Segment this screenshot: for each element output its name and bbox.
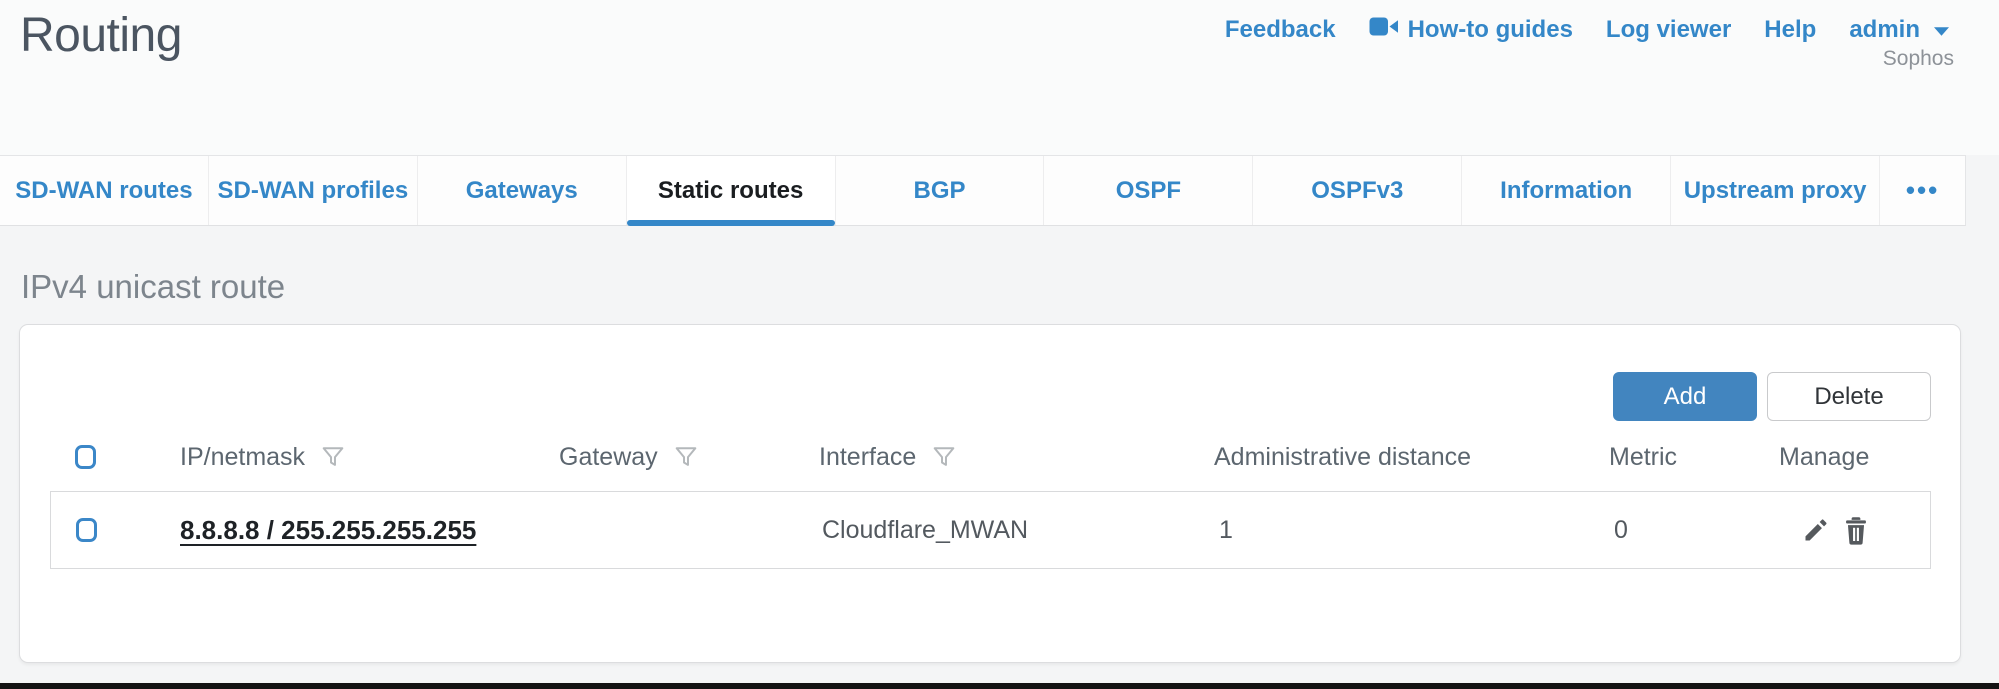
tab-sd-wan-profiles[interactable]: SD-WAN profiles — [208, 156, 418, 225]
more-tabs-button[interactable]: ••• — [1880, 156, 1966, 225]
select-all-checkbox[interactable] — [75, 445, 96, 469]
caret-down-icon — [1933, 16, 1950, 44]
col-administrative-distance: Administrative distance — [1214, 442, 1472, 471]
section-heading: IPv4 unicast route — [21, 268, 286, 305]
manage-cell — [1802, 492, 1869, 568]
select-all-checkbox-cell — [75, 429, 96, 485]
ip-netmask-cell: 8.8.8.8 / 255.255.255.255 — [180, 492, 476, 568]
tab-sd-wan-routes[interactable]: SD-WAN routes — [0, 156, 209, 225]
header-nav: Feedback How-to guides Log viewer Help a… — [1225, 16, 1950, 44]
col-gateway: Gateway — [559, 429, 700, 485]
tab-upstream-proxy[interactable]: Upstream proxy — [1671, 156, 1881, 225]
delete-button[interactable]: Delete — [1767, 372, 1931, 421]
metric-cell: 0 — [1614, 515, 1628, 544]
table-toolbar: Add Delete — [1613, 372, 1931, 421]
screen-bottom-edge — [0, 683, 1999, 689]
filter-icon[interactable] — [930, 443, 958, 471]
tab-ospfv3[interactable]: OSPFv3 — [1253, 156, 1463, 225]
edit-pencil-icon[interactable] — [1802, 516, 1830, 544]
video-camera-icon — [1369, 16, 1399, 44]
col-interface: Interface — [819, 429, 958, 485]
help-link[interactable]: Help — [1764, 16, 1817, 43]
table-header: IP/netmask Gateway Interface Administrat… — [20, 429, 1960, 485]
tab-ospf[interactable]: OSPF — [1044, 156, 1254, 225]
admin-menu[interactable]: admin — [1849, 16, 1950, 44]
tab-information[interactable]: Information — [1462, 156, 1672, 225]
delete-trash-icon[interactable] — [1843, 516, 1869, 545]
routes-card: Add Delete IP/netmask Gateway Interface … — [19, 324, 1961, 663]
tab-bar: SD-WAN routes SD-WAN profiles Gateways S… — [0, 155, 1966, 226]
admin-distance-cell: 1 — [1219, 515, 1233, 544]
active-tab-underline — [626, 220, 835, 226]
tab-bgp[interactable]: BGP — [835, 156, 1045, 225]
interface-cell: Cloudflare_MWAN — [822, 515, 1029, 544]
filter-icon[interactable] — [672, 443, 700, 471]
row-checkbox[interactable] — [76, 518, 97, 542]
tab-gateways[interactable]: Gateways — [417, 156, 627, 225]
col-metric: Metric — [1609, 442, 1678, 471]
howto-guides-link[interactable]: How-to guides — [1369, 16, 1573, 44]
page-title: Routing — [20, 9, 182, 62]
row-checkbox-cell — [76, 492, 97, 568]
col-manage: Manage — [1779, 442, 1870, 471]
table-row: 8.8.8.8 / 255.255.255.255 Cloudflare_MWA… — [50, 491, 1931, 569]
add-button[interactable]: Add — [1613, 372, 1757, 421]
log-viewer-link[interactable]: Log viewer — [1605, 16, 1732, 43]
tab-static-routes[interactable]: Static routes — [626, 156, 836, 226]
filter-icon[interactable] — [319, 443, 347, 471]
ip-netmask-link[interactable]: 8.8.8.8 / 255.255.255.255 — [180, 514, 477, 545]
brand-label: Sophos — [1882, 47, 1954, 70]
feedback-link[interactable]: Feedback — [1224, 16, 1336, 43]
col-ip-netmask: IP/netmask — [180, 429, 347, 485]
